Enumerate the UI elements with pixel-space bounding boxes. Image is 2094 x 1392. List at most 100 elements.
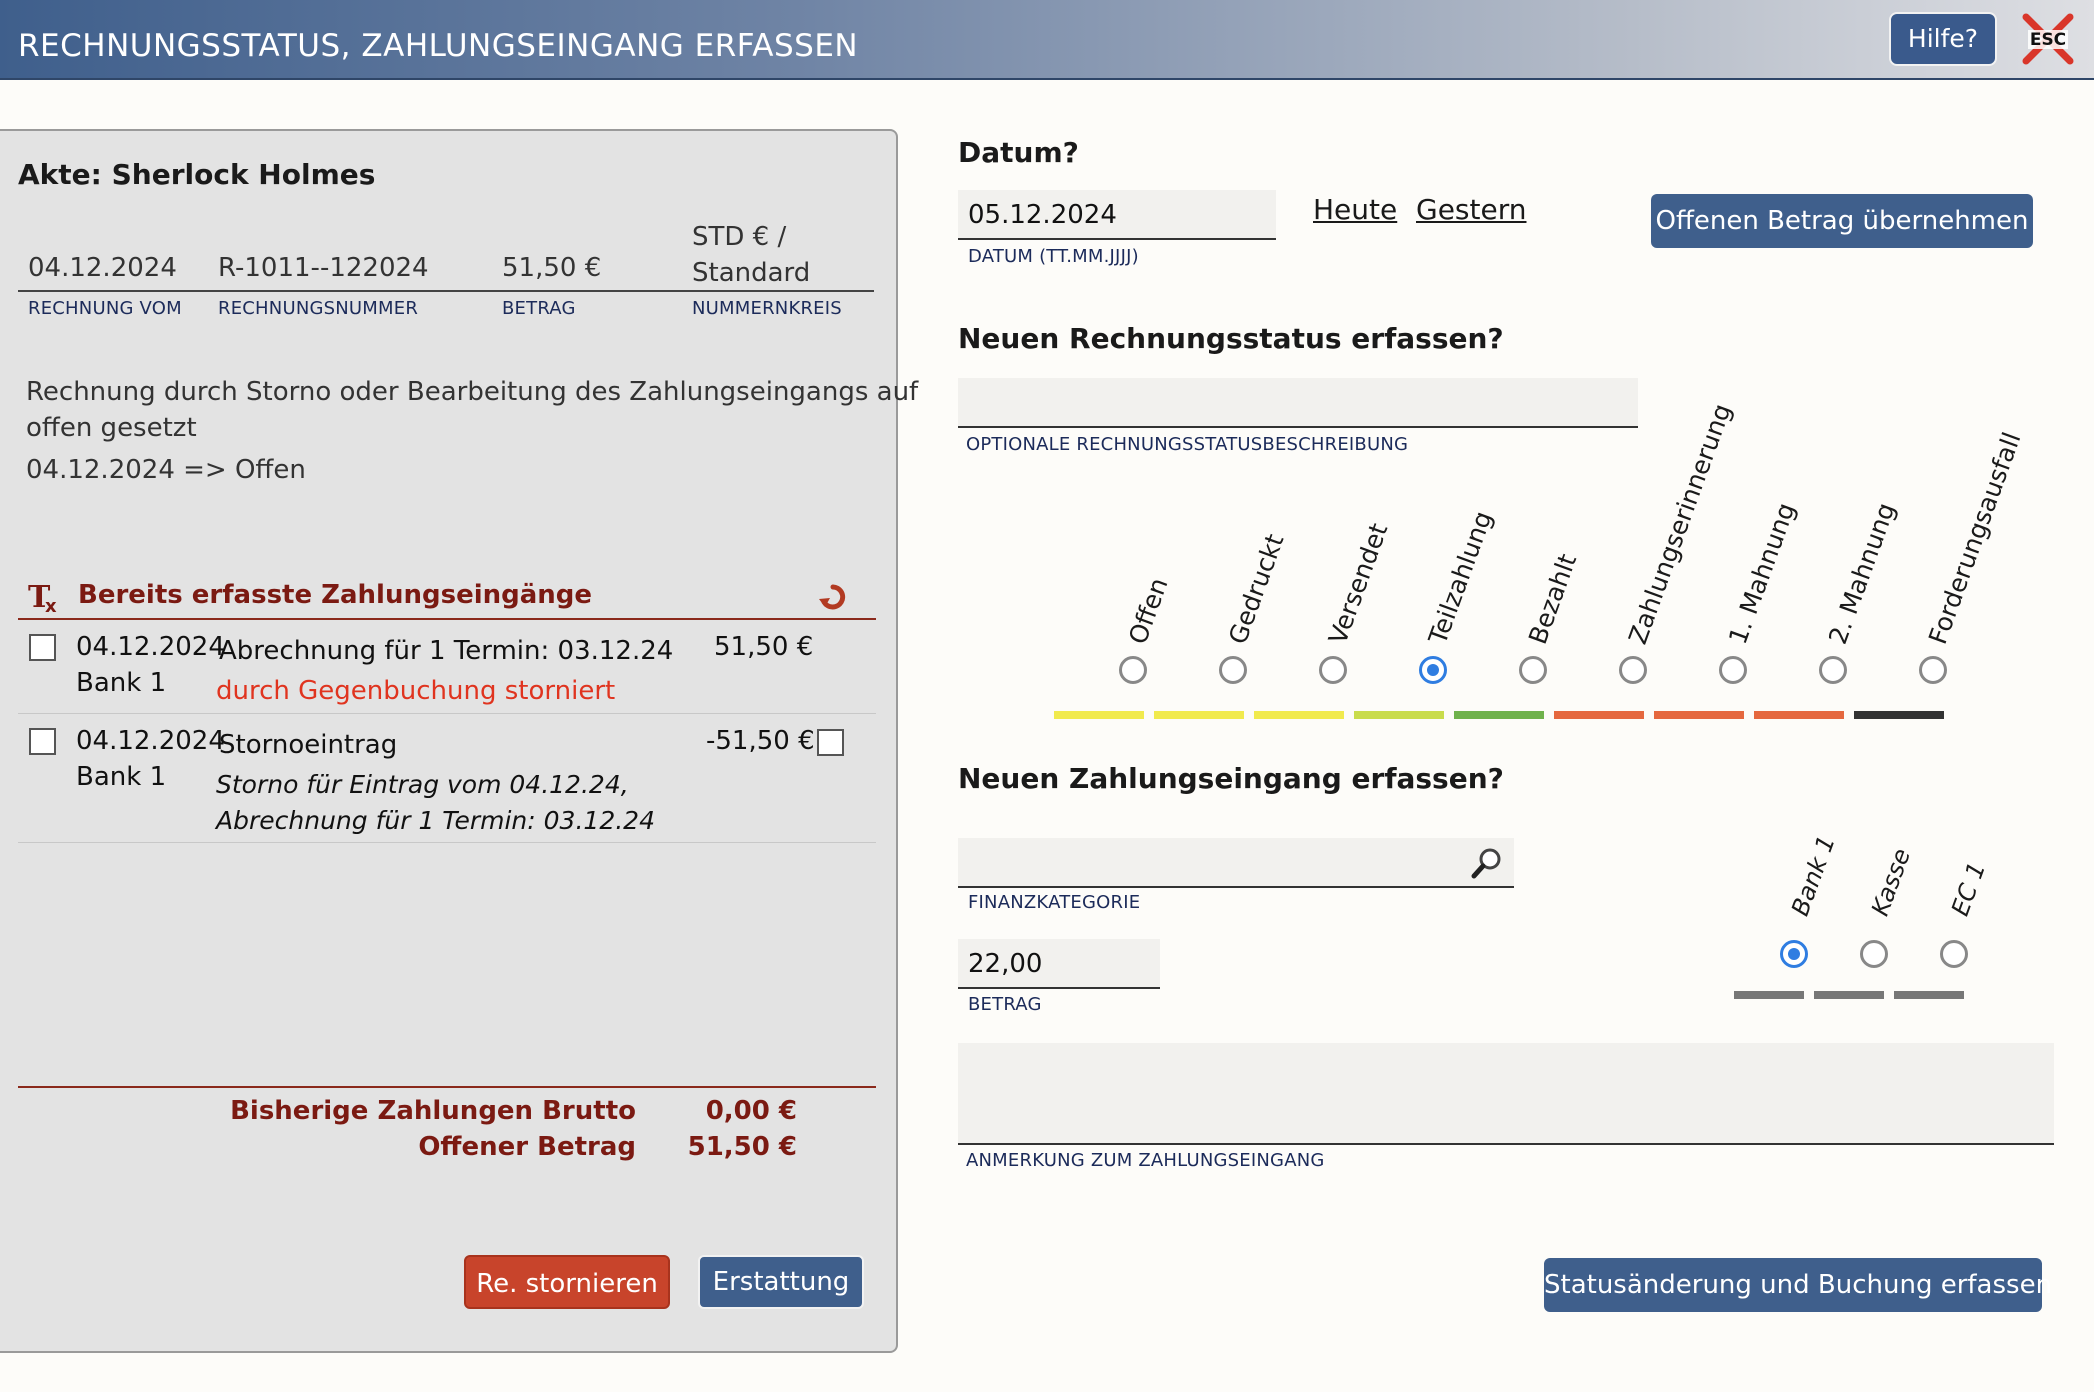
payment-row-checkbox[interactable]: [29, 728, 56, 755]
status-color-bar: [1254, 711, 1344, 719]
status-history-line: offen gesetzt: [26, 413, 197, 443]
status-description-label: OPTIONALE RECHNUNGSSTATUSBESCHREIBUNG: [966, 434, 1409, 455]
date-input-label: DATUM (TT.MM.JJJJ): [968, 246, 1139, 267]
reload-icon[interactable]: [818, 582, 848, 612]
today-link[interactable]: Heute: [1313, 193, 1398, 226]
take-open-amount-button[interactable]: Offenen Betrag übernehmen: [1651, 194, 2033, 248]
status-color-bar: [1354, 711, 1444, 719]
status-radio[interactable]: [1919, 656, 1947, 684]
date-heading: Datum?: [958, 136, 1079, 169]
payment-cancel-note: durch Gegenbuchung storniert: [216, 676, 616, 706]
divider: [492, 290, 682, 292]
status-radio[interactable]: [1519, 656, 1547, 684]
account-bar: [1814, 991, 1884, 999]
window-title: RECHNUNGSSTATUS, ZAHLUNGSEINGANG ERFASSE…: [18, 28, 859, 64]
payment-account: Bank 1: [76, 762, 167, 792]
svg-text:T: T: [28, 580, 51, 614]
payment-account: Bank 1: [76, 668, 167, 698]
account-option-label: Bank 1: [1786, 831, 1841, 920]
clear-format-icon[interactable]: T x: [28, 580, 62, 617]
status-radio[interactable]: [1419, 656, 1447, 684]
status-color-bar: [1154, 711, 1244, 719]
status-color-bar: [1754, 711, 1844, 719]
close-x-icon: ESC: [2022, 13, 2074, 65]
invoice-date-label: RECHNUNG VOM: [28, 298, 182, 319]
row-divider: [18, 713, 876, 714]
status-heading: Neuen Rechnungsstatus erfassen?: [958, 322, 1504, 355]
status-radio[interactable]: [1719, 656, 1747, 684]
account-radio[interactable]: [1780, 940, 1808, 968]
status-color-bar: [1454, 711, 1544, 719]
status-radio[interactable]: [1119, 656, 1147, 684]
account-bar: [1734, 991, 1804, 999]
payment-select-checkbox[interactable]: [817, 729, 844, 756]
status-radio[interactable]: [1619, 656, 1647, 684]
status-option-label: Offen: [1123, 573, 1174, 648]
status-color-bar: [1054, 711, 1144, 719]
payment-description: Abrechnung für 1 Termin: 03.12.24: [219, 636, 674, 666]
svg-text:x: x: [45, 596, 57, 614]
status-history-entry: 04.12.2024 => Offen: [26, 455, 306, 485]
status-option-label: Versendet: [1323, 519, 1394, 648]
section-divider: [18, 618, 876, 620]
payment-storno-note: Abrechnung für 1 Termin: 03.12.24: [216, 806, 655, 835]
refund-button[interactable]: Erstattung: [698, 1255, 864, 1309]
payment-note-textarea[interactable]: [958, 1043, 2054, 1145]
row-divider: [18, 842, 876, 843]
invoice-number-value: R-1011--122024: [218, 253, 429, 283]
submit-status-and-booking-button[interactable]: Statusänderung und Buchung erfassen: [1544, 1258, 2052, 1312]
invoice-amount-label: BETRAG: [502, 298, 576, 319]
status-option-label: Teilzahlung: [1423, 507, 1498, 648]
status-option-label: Bezahlt: [1523, 550, 1583, 648]
status-option-label: Gedruckt: [1223, 530, 1290, 648]
cancel-invoice-button[interactable]: Re. stornieren: [464, 1255, 670, 1309]
search-icon[interactable]: [1471, 847, 1503, 879]
title-bar: [0, 0, 2094, 80]
account-option-label: EC 1: [1946, 858, 1992, 920]
finance-category-label: FINANZKATEGORIE: [968, 892, 1141, 913]
number-circle-line2: Standard: [692, 258, 811, 288]
number-circle-label: NUMMERNKREIS: [692, 298, 842, 319]
number-circle-line1: STD € /: [692, 222, 787, 252]
account-radio[interactable]: [1940, 940, 1968, 968]
finance-category-input[interactable]: [958, 838, 1514, 888]
payment-amount: 51,50 €: [714, 632, 814, 662]
account-bar: [1894, 991, 1964, 999]
account-option-label: Kasse: [1866, 844, 1917, 920]
invoice-panel: [0, 129, 898, 1353]
status-color-bar: [1654, 711, 1744, 719]
payment-storno-note: Storno für Eintrag vom 04.12.24,: [216, 770, 629, 799]
account-radio[interactable]: [1860, 940, 1888, 968]
status-option-label: Zahlungserinnerung: [1623, 399, 1737, 648]
payment-date: 04.12.2024: [76, 632, 225, 662]
help-button[interactable]: Hilfe?: [1889, 12, 1997, 66]
payment-note-label: ANMERKUNG ZUM ZAHLUNGSEINGANG: [966, 1150, 1325, 1171]
status-radio[interactable]: [1219, 656, 1247, 684]
divider: [682, 290, 874, 292]
status-option-label: 1. Mahnung: [1723, 498, 1801, 648]
invoice-date-value: 04.12.2024: [28, 253, 177, 283]
amount-input[interactable]: 22,00: [958, 939, 1160, 989]
status-color-bar: [1854, 711, 1944, 719]
payment-date: 04.12.2024: [76, 726, 225, 756]
status-radio[interactable]: [1319, 656, 1347, 684]
status-radio[interactable]: [1819, 656, 1847, 684]
payment-amount: -51,50 €: [706, 726, 815, 756]
totals-divider: [18, 1086, 876, 1088]
payment-heading: Neuen Zahlungseingang erfassen?: [958, 762, 1504, 795]
payment-row-checkbox[interactable]: [29, 634, 56, 661]
payments-section-title: Bereits erfasste Zahlungseingänge: [78, 580, 593, 610]
invoice-amount-value: 51,50 €: [502, 253, 602, 283]
status-history-line: Rechnung durch Storno oder Bearbeitung d…: [26, 377, 919, 407]
invoice-number-label: RECHNUNGSNUMMER: [218, 298, 419, 319]
yesterday-link[interactable]: Gestern: [1416, 193, 1527, 226]
status-color-bar: [1554, 711, 1644, 719]
payment-description: Stornoeintrag: [219, 730, 398, 760]
date-input[interactable]: 05.12.2024: [958, 190, 1276, 240]
status-description-input[interactable]: [958, 378, 1638, 428]
esc-close-button[interactable]: ESC: [2022, 13, 2074, 65]
status-option-label: Forderungsausfall: [1923, 428, 2027, 648]
svg-text:ESC: ESC: [2030, 30, 2066, 50]
amount-label: BETRAG: [968, 994, 1042, 1015]
status-option-label: 2. Mahnung: [1823, 498, 1901, 648]
